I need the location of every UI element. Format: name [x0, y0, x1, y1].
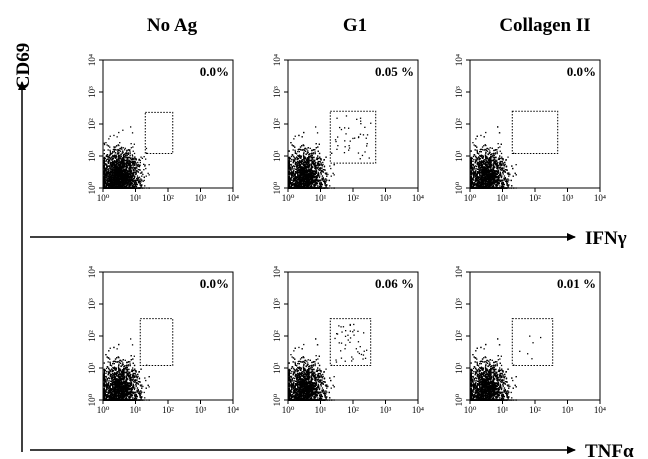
cell-population — [470, 338, 517, 401]
gate-percentage: 0.0% — [200, 276, 229, 291]
tnfa-axis-label: TNFα — [585, 441, 634, 459]
cd69-axis-label: CD69 — [13, 43, 34, 89]
y-tick-label: 10⁰ — [272, 181, 282, 194]
x-tick-label: 10⁴ — [227, 405, 239, 415]
cell-population — [470, 126, 517, 189]
x-tick-label: 10¹ — [130, 193, 142, 203]
gated-events — [519, 335, 542, 360]
plot-frame — [469, 59, 601, 189]
plot-frame — [469, 271, 601, 401]
y-tick-label: 10¹ — [272, 150, 282, 162]
x-tick-label: 10⁰ — [282, 405, 295, 415]
y-tick-label: 10³ — [272, 298, 282, 310]
panel-tnf-g1: 10⁰ 10¹ 10² 10³ 10⁴ 10⁰ 10¹ 10² 10³ 10⁴ 0.06 % — [272, 266, 424, 415]
column-title-g1: G1 — [343, 15, 367, 36]
x-tick-label: 10⁰ — [97, 193, 110, 203]
x-tick-label: 10² — [347, 405, 359, 415]
x-tick-label: 10⁰ — [464, 405, 477, 415]
y-tick-label: 10¹ — [272, 362, 282, 374]
column-title-collagen-ii: Collagen II — [499, 15, 590, 36]
x-tick-label: 10³ — [195, 405, 207, 415]
y-tick-label: 10¹ — [87, 362, 97, 374]
x-tick-label: 10³ — [562, 193, 574, 203]
panel-ifn-g1: 10⁰ 10¹ 10² 10³ 10⁴ 10⁰ 10¹ 10² 10³ 10⁴ 0.05 % — [272, 54, 424, 203]
y-tick-label: 10¹ — [87, 150, 97, 162]
y-tick-label: 10² — [454, 118, 464, 130]
y-tick-label: 10³ — [454, 298, 464, 310]
x-tick-label: 10¹ — [130, 405, 142, 415]
gate-box — [329, 110, 377, 164]
y-tick-label: 10² — [87, 118, 97, 130]
gated-events — [334, 323, 368, 363]
y-tick-label: 10³ — [87, 298, 97, 310]
y-tick-label: 10³ — [87, 86, 97, 98]
x-tick-label: 10² — [162, 193, 174, 203]
x-tick-label: 10¹ — [315, 193, 327, 203]
y-tick-label: 10¹ — [454, 150, 464, 162]
x-tick-label: 10¹ — [497, 405, 509, 415]
y-tick-label: 10⁴ — [454, 266, 464, 278]
x-tick-label: 10³ — [195, 193, 207, 203]
x-tick-label: 10² — [529, 405, 541, 415]
gate-percentage: 0.0% — [567, 64, 596, 79]
gate-percentage: 0.0% — [200, 64, 229, 79]
plot-frame — [287, 59, 419, 189]
ifng-axis-label: IFNγ — [585, 228, 627, 249]
y-tick-label: 10⁴ — [87, 266, 97, 278]
x-tick-label: 10² — [529, 193, 541, 203]
x-tick-label: 10⁴ — [412, 405, 424, 415]
plot-frame — [287, 271, 419, 401]
x-tick-label: 10⁴ — [594, 193, 606, 203]
x-tick-label: 10² — [162, 405, 174, 415]
cell-population — [288, 126, 335, 189]
cell-population — [103, 338, 150, 401]
x-tick-label: 10³ — [380, 405, 392, 415]
y-tick-label: 10⁴ — [87, 54, 97, 66]
y-tick-label: 10⁰ — [454, 181, 464, 194]
gated-events — [334, 115, 372, 160]
gate-box — [139, 318, 174, 366]
panel-tnf-no-ag: 10⁰ 10¹ 10² 10³ 10⁴ 10⁰ 10¹ 10² 10³ 10⁴ 0.0% — [87, 266, 239, 415]
panel-ifn-no-ag: 10⁰ 10¹ 10² 10³ 10⁴ 10⁰ 10¹ 10² 10³ 10⁴ 0.0% — [87, 54, 239, 203]
gate-box — [329, 318, 372, 366]
x-tick-label: 10¹ — [497, 193, 509, 203]
x-tick-label: 10¹ — [315, 405, 327, 415]
gate-box — [511, 318, 554, 366]
cell-population — [288, 338, 335, 401]
y-tick-label: 10⁴ — [454, 54, 464, 66]
plot-frame — [102, 271, 234, 401]
cell-population — [103, 126, 150, 189]
y-tick-label: 10² — [272, 330, 282, 342]
x-tick-label: 10⁰ — [97, 405, 110, 415]
gate-percentage: 0.01 % — [557, 276, 596, 291]
y-tick-label: 10⁰ — [87, 393, 97, 406]
y-tick-label: 10⁴ — [272, 54, 282, 66]
x-tick-label: 10⁴ — [227, 193, 239, 203]
x-tick-label: 10³ — [562, 405, 574, 415]
gate-box — [144, 111, 174, 154]
y-tick-label: 10² — [272, 118, 282, 130]
gate-percentage: 0.05 % — [375, 64, 414, 79]
x-tick-label: 10⁴ — [412, 193, 424, 203]
x-tick-label: 10⁰ — [464, 193, 477, 203]
x-tick-label: 10⁴ — [594, 405, 606, 415]
x-tick-label: 10³ — [380, 193, 392, 203]
y-tick-label: 10⁰ — [87, 181, 97, 194]
y-tick-label: 10³ — [272, 86, 282, 98]
x-tick-label: 10² — [347, 193, 359, 203]
column-title-no-ag: No Ag — [147, 15, 198, 36]
x-tick-label: 10⁰ — [282, 193, 295, 203]
y-tick-label: 10⁰ — [272, 393, 282, 406]
y-tick-label: 10¹ — [454, 362, 464, 374]
gate-box — [511, 110, 559, 154]
y-tick-label: 10⁰ — [454, 393, 464, 406]
gate-percentage: 0.06 % — [375, 276, 414, 291]
y-tick-label: 10⁴ — [272, 266, 282, 278]
y-tick-label: 10² — [87, 330, 97, 342]
panel-tnf-collagen-ii: 10⁰ 10¹ 10² 10³ 10⁴ 10⁰ 10¹ 10² 10³ 10⁴ 0.01 % — [454, 266, 606, 415]
y-tick-label: 10³ — [454, 86, 464, 98]
panel-ifn-collagen-ii: 10⁰ 10¹ 10² 10³ 10⁴ 10⁰ 10¹ 10² 10³ 10⁴ 0.0% — [454, 54, 606, 203]
y-tick-label: 10² — [454, 330, 464, 342]
